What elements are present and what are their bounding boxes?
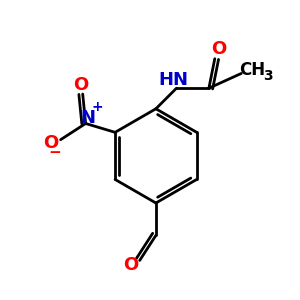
Text: HN: HN: [158, 71, 188, 89]
Text: O: O: [211, 40, 226, 58]
Text: −: −: [48, 145, 61, 160]
Text: O: O: [74, 76, 89, 94]
Text: O: O: [43, 134, 58, 152]
Text: CH: CH: [239, 61, 266, 80]
Text: N: N: [80, 109, 95, 127]
Text: O: O: [123, 256, 138, 274]
Text: +: +: [91, 100, 103, 114]
Text: 3: 3: [263, 69, 273, 83]
